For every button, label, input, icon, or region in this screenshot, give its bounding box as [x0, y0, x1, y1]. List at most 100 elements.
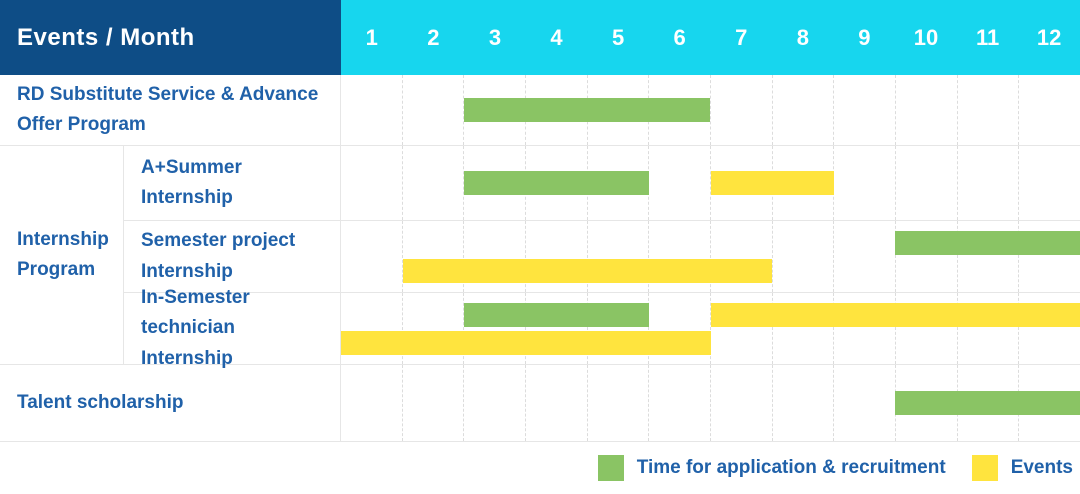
internship-sub-rows: A+Summer Internship Semester project Inte…	[124, 146, 1080, 369]
month-header-5: 5	[611, 24, 625, 50]
month-header-3: 3	[488, 24, 502, 50]
month-gridline	[956, 146, 1019, 220]
month-gridline	[710, 221, 772, 292]
month-gridline	[463, 365, 525, 441]
month-gridline	[771, 293, 834, 364]
band-bottom: Talent scholarship	[0, 365, 1080, 442]
month-gridline	[401, 146, 464, 220]
group-label-internship-program: Internship Program	[0, 146, 124, 365]
month-header-11: 11	[975, 24, 1000, 50]
bar-event-a-plus-summer	[710, 171, 834, 195]
month-header-6: 6	[673, 24, 686, 50]
month-header-1: 1	[365, 24, 378, 50]
month-gridline	[895, 221, 957, 292]
month-gridline	[586, 365, 649, 441]
bar-event-in-semester-technician	[341, 331, 711, 355]
bar-application-semester-project	[895, 231, 1080, 255]
month-gridline	[833, 221, 895, 292]
bar-application-a-plus-summer	[464, 171, 649, 195]
table-row-talent-scholarship: Talent scholarship	[0, 365, 1080, 442]
bar-application-talent-scholarship	[895, 391, 1080, 415]
header-row: Events / Month 1 2 3 4 5 6 7 8 9 10 11 12	[0, 0, 1080, 75]
month-gridline	[648, 293, 710, 364]
month-header-8: 8	[796, 24, 809, 50]
month-gridline	[401, 75, 464, 145]
month-gridline	[341, 146, 402, 220]
month-gridline	[648, 365, 710, 441]
legend-swatch-application	[597, 455, 624, 481]
month-header-9: 9	[858, 24, 871, 50]
month-gridline	[956, 221, 1019, 292]
bar-event-semester-project	[402, 259, 773, 283]
legend: Time for application & recruitment Event…	[0, 442, 1080, 494]
month-header-strip: 1 2 3 4 5 6 7 8 9 10 11 12	[341, 0, 1080, 75]
month-gridlines	[341, 75, 1080, 145]
table-row-in-semester-technician: In-Semester technician Internship	[124, 287, 1080, 369]
bar-event-in-semester-technician	[710, 303, 1080, 327]
table-row-a-plus-summer: A+Summer Internship	[124, 146, 1080, 221]
row-chart-rd-substitute	[341, 75, 1080, 146]
month-gridline	[401, 365, 464, 441]
month-gridline	[525, 293, 587, 364]
month-header-12: 12	[1036, 24, 1062, 50]
month-gridline	[1018, 146, 1080, 220]
month-header-4: 4	[550, 24, 563, 50]
month-gridline	[833, 293, 895, 364]
month-gridline	[648, 221, 710, 292]
month-gridline	[833, 365, 895, 441]
month-gridline	[710, 75, 772, 145]
month-gridline	[710, 293, 772, 364]
row-chart-a-plus-summer	[341, 146, 1080, 221]
table-row-rd-substitute: RD Substitute Service & Advance Offer Pr…	[0, 75, 1080, 146]
month-gridline	[341, 75, 402, 145]
bar-application-in-semester-technician	[464, 303, 649, 327]
month-gridline	[401, 293, 464, 364]
month-gridline	[401, 221, 464, 292]
month-gridline	[586, 293, 649, 364]
events-month-header: Events / Month	[0, 0, 341, 75]
month-gridlines	[341, 293, 1080, 364]
row-label-semester-project: Semester project Internship	[124, 221, 341, 293]
month-gridline	[895, 293, 957, 364]
month-gridline	[833, 75, 895, 145]
month-gridline	[771, 75, 834, 145]
band-internship-group: Internship Program A+Summer Internship Se…	[0, 146, 1080, 369]
row-label-talent-scholarship: Talent scholarship	[0, 365, 341, 442]
month-gridline	[525, 365, 587, 441]
month-header-7: 7	[735, 24, 748, 50]
legend-label-application: Time for application & recruitment	[636, 457, 946, 478]
month-gridline	[833, 146, 895, 220]
month-gridline	[525, 221, 587, 292]
month-gridline	[463, 146, 525, 220]
month-gridline	[956, 75, 1019, 145]
row-chart-in-semester-technician	[341, 293, 1080, 365]
month-header-2: 2	[427, 24, 440, 50]
month-gridline	[648, 146, 710, 220]
row-chart-talent-scholarship	[341, 365, 1080, 442]
month-gridline	[1018, 221, 1080, 292]
month-gridline	[771, 221, 834, 292]
month-gridline	[771, 365, 834, 441]
month-gridline	[463, 221, 525, 292]
month-gridline	[1018, 75, 1080, 145]
month-gridline	[341, 221, 402, 292]
row-chart-semester-project	[341, 221, 1080, 293]
bar-application-rd-substitute	[464, 98, 711, 122]
legend-label-event: Events	[1010, 457, 1073, 478]
table-row-semester-project: Semester project Internship	[124, 221, 1080, 293]
month-gridline	[586, 221, 649, 292]
month-header-10: 10	[913, 24, 939, 50]
month-gridline	[463, 293, 525, 364]
month-gridline	[895, 146, 957, 220]
band-top: RD Substitute Service & Advance Offer Pr…	[0, 75, 1080, 146]
month-gridline	[463, 75, 525, 145]
row-label-rd-substitute: RD Substitute Service & Advance Offer Pr…	[0, 75, 341, 146]
month-gridlines	[341, 221, 1080, 292]
legend-swatch-event	[971, 455, 998, 481]
month-gridline	[1018, 293, 1080, 364]
row-label-a-plus-summer: A+Summer Internship	[124, 146, 341, 221]
row-label-in-semester-technician: In-Semester technician Internship	[124, 287, 341, 369]
month-gridline	[895, 75, 957, 145]
month-gridline	[341, 365, 402, 441]
